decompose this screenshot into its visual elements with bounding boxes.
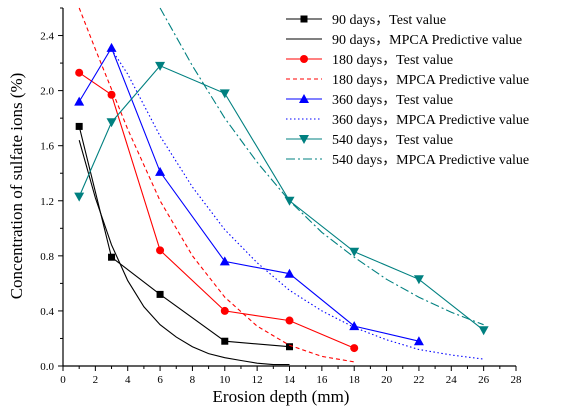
data-point [156,246,165,255]
data-point [75,122,83,130]
x-tick-label: 28 [511,374,523,386]
data-point [108,253,116,261]
y-tick-label: 2.0 [40,86,54,98]
data-point [221,337,229,345]
prediction-curve [78,140,290,366]
data-point [156,290,164,298]
legend: 90 days，Test value 90 days，MPCA Predictiv… [286,13,529,168]
x-tick-label: 2 [93,374,99,386]
x-tick-label: 18 [349,374,361,386]
data-point [478,326,489,336]
data-point [155,61,166,71]
legend-label: 180 days，Test value [332,53,453,68]
legend-marker [300,55,308,63]
x-tick-label: 12 [252,374,263,386]
data-point [155,166,166,176]
data-point [413,275,424,285]
data-point [349,247,360,257]
data-point [106,42,117,52]
x-tick-label: 6 [157,374,163,386]
data-point [285,316,294,325]
x-tick-label: 20 [381,374,393,386]
series-line [78,65,484,331]
data-point [106,118,117,128]
data-point [349,321,360,331]
series-line [78,126,290,348]
data-point [284,268,295,278]
prediction-curve [111,48,484,360]
y-tick-label: 0.4 [40,306,54,318]
prediction-curve [159,7,484,326]
data-point [74,192,85,202]
legend-label: 540 days，MPCA Predictive value [332,153,529,168]
x-tick-label: 24 [446,374,458,386]
data-point [219,256,230,266]
y-tick-label: 1.6 [40,141,54,153]
x-tick-label: 14 [284,374,296,386]
legend-label: 180 days，MPCA Predictive value [332,73,529,88]
y-tick-label: 1.2 [40,196,54,208]
y-tick-label: 0.8 [40,251,54,263]
data-point [220,306,229,315]
x-tick-label: 16 [316,374,328,386]
data-point [219,89,230,99]
x-tick-label: 22 [413,374,424,386]
prediction-curve [78,7,355,363]
series-line [78,46,420,342]
x-tick-label: 8 [190,374,196,386]
x-tick-label: 4 [125,374,131,386]
data-point [74,96,85,106]
y-tick-label: 0.0 [40,361,54,373]
x-tick-label: 26 [478,374,490,386]
y-tick-label: 2.4 [40,31,54,43]
legend-label: 360 days，Test value [332,93,453,108]
legend-label: 540 days，Test value [332,133,453,148]
legend-marker [300,15,308,23]
data-point [75,68,84,77]
legend-label: 90 days，Test value [332,13,446,28]
data-point [413,336,424,346]
legend-marker [299,94,309,103]
x-tick-label: 10 [219,374,231,386]
data-point [350,344,359,353]
x-axis-title: Erosion depth (mm) [213,387,350,406]
legend-label: 90 days，MPCA Predictive value [332,33,522,48]
data-point [286,343,293,351]
legend-marker [299,135,309,144]
legend-label: 360 days，MPCA Predictive value [332,113,529,128]
x-tick-label: 0 [60,374,66,386]
y-axis-title: Concentration of sulfate ions (%) [7,73,26,300]
series-line [78,72,355,349]
